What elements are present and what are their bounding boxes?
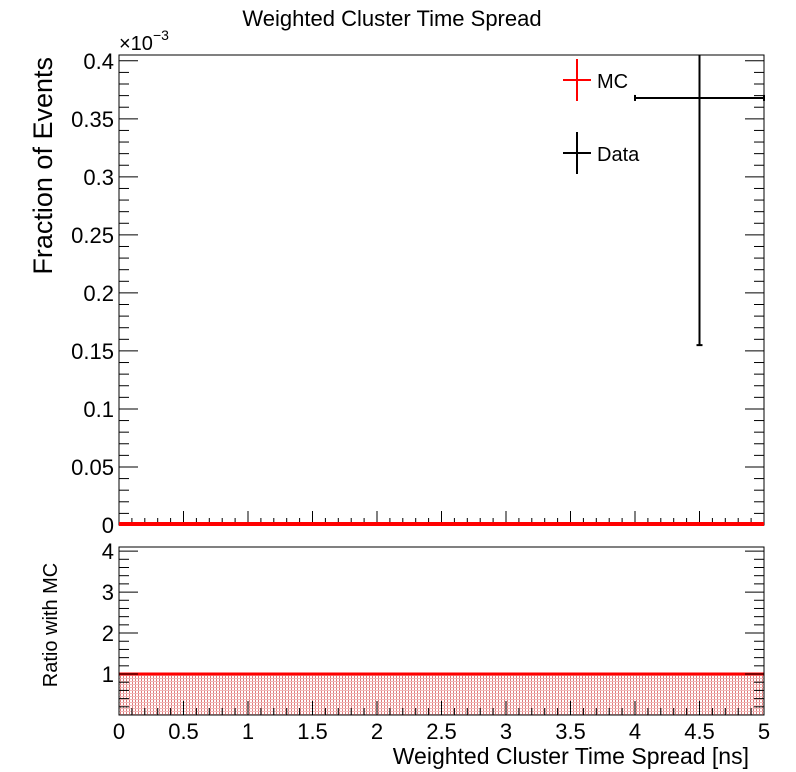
main-y-tick-label: 0.3: [83, 165, 114, 190]
x-tick-label: 4: [629, 719, 641, 744]
x-tick-label: 0: [113, 719, 125, 744]
ratio-y-tick-label: 1: [102, 662, 114, 687]
main-y-tick-label: 0.35: [71, 107, 114, 132]
x-tick-label: 2.5: [426, 719, 457, 744]
ratio-x-axis: 0 0.5 1 1.5 2 2.5 3 3.5 4 4.5 5: [113, 701, 770, 744]
y-exponent-base: ×10: [119, 33, 153, 55]
legend-mc-label: MC: [597, 71, 628, 93]
x-tick-label: 3: [500, 719, 512, 744]
main-y-tick-label: 0.15: [71, 339, 114, 364]
main-y-tick-label: 0: [102, 513, 114, 538]
legend: MC Data: [563, 59, 640, 174]
legend-entry-data: Data: [563, 132, 640, 174]
main-marks: [119, 55, 765, 526]
x-tick-label: 0.5: [168, 719, 199, 744]
ratio-y-tick-label: 3: [102, 580, 114, 605]
ratio-y-tick-label: 4: [102, 539, 114, 564]
main-panel: 0 0.05 0.1 0.15 0.2 0.25 0.3 0.35 0.4 ×10−3 Frac…: [28, 27, 765, 538]
x-tick-label: 1.5: [297, 719, 328, 744]
main-y-axis: 0 0.05 0.1 0.15 0.2 0.25 0.3 0.35 0.4: [71, 49, 764, 538]
main-y-axis-label: Fraction of Events: [28, 57, 58, 275]
main-plot-frame: [118, 54, 765, 526]
ratio-y-axis-label: Ratio with MC: [40, 563, 62, 687]
x-tick-label: 5: [758, 719, 770, 744]
main-y-tick-label: 0.25: [71, 223, 114, 248]
x-tick-label: 3.5: [555, 719, 586, 744]
y-exponent-power: −3: [153, 27, 169, 43]
legend-data-label: Data: [597, 144, 640, 166]
legend-entry-mc: MC: [563, 59, 628, 101]
ratio-y-tick-label: 2: [102, 621, 114, 646]
main-y-tick-label: 0.2: [83, 281, 114, 306]
y-exponent-label: ×10−3: [119, 27, 169, 55]
chart-title: Weighted Cluster Time Spread: [242, 6, 541, 31]
x-tick-label: 1: [242, 719, 254, 744]
x-tick-label: 2: [371, 719, 383, 744]
ratio-panel: 1 2 3 4 0 0.5 1 1.5 2 2.5 3 3.5 4 4.5 5 Ratio with MC…: [40, 539, 770, 769]
main-y-tick-label: 0.05: [71, 455, 114, 480]
x-tick-label: 4.5: [684, 719, 715, 744]
main-y-tick-label: 0.1: [83, 397, 114, 422]
ratio-y-axis: 1 2 3 4: [102, 539, 764, 716]
x-axis-label: Weighted Cluster Time Spread [ns]: [393, 743, 749, 769]
main-y-tick-label: 0.4: [83, 49, 114, 74]
